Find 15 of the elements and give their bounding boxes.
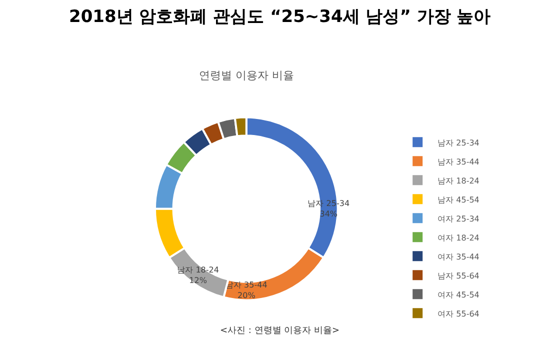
chart-title: 2018년 암호화폐 관심도 “25~34세 남성” 가장 높아: [69, 7, 491, 27]
legend-label: 여자 25-34: [438, 214, 480, 224]
legend-label: 남자 25-34: [438, 138, 480, 148]
legend-label: 여자 35-44: [438, 252, 480, 262]
data-label: 20%: [238, 290, 256, 300]
legend-label: 남자 18-24: [438, 176, 480, 186]
legend-label: 남자 45-54: [438, 195, 480, 204]
legend-label: 여자 18-24: [438, 233, 480, 242]
legend-label: 남자 55-64: [438, 271, 480, 280]
chart-subtitle: 연령별 이용자 비율: [199, 69, 294, 82]
legend-label: 남자 35-44: [438, 157, 480, 166]
legend-label: 여자 45-54: [438, 290, 480, 300]
text: <사진 : 연령별 이용자 비율>: [220, 326, 340, 336]
data-label: 12%: [189, 276, 208, 285]
legend-label: 여자 55-64: [438, 309, 480, 318]
